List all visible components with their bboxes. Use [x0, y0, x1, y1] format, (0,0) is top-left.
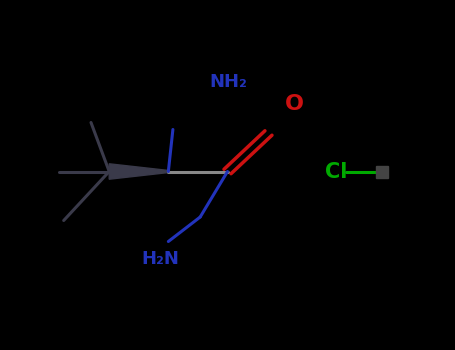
Text: H₂N: H₂N	[141, 250, 179, 268]
Text: NH₂: NH₂	[209, 73, 247, 91]
Polygon shape	[109, 164, 168, 179]
Text: Cl: Cl	[325, 161, 348, 182]
Text: O: O	[284, 94, 303, 114]
